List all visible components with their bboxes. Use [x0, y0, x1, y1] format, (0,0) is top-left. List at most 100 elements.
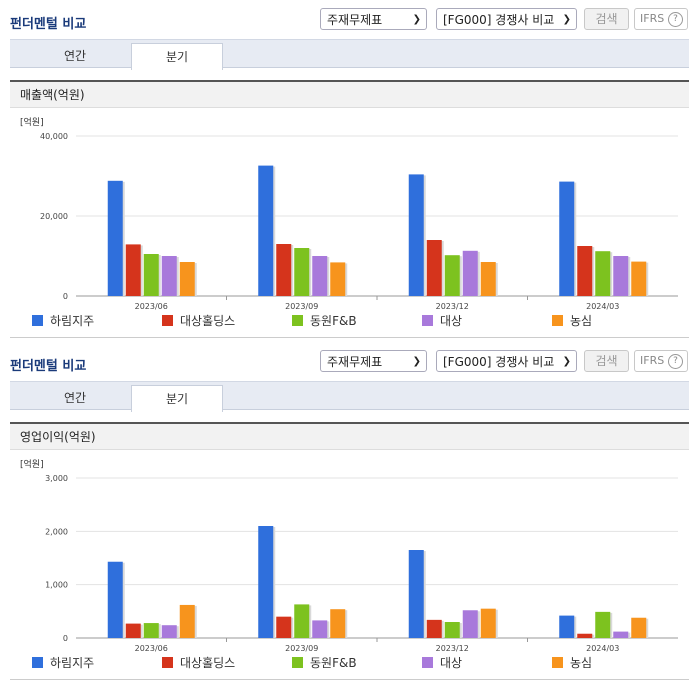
- bar: [462, 250, 478, 296]
- legend-swatch: [422, 315, 433, 326]
- chart-subheader: 영업이익(억원): [10, 422, 689, 450]
- help-icon: ?: [668, 12, 683, 27]
- bar: [179, 262, 195, 296]
- y-tick-label: 2,000: [45, 527, 68, 536]
- statement-select[interactable]: 주재무제표 ❯: [320, 350, 427, 372]
- legend-label: 대상: [440, 656, 463, 670]
- search-button[interactable]: 검색: [584, 8, 629, 30]
- bar: [258, 526, 274, 638]
- bar: [312, 620, 328, 638]
- bar: [613, 631, 629, 638]
- x-tick-label: 2023/09: [285, 302, 318, 310]
- bar: [426, 240, 442, 296]
- bar: [294, 248, 310, 296]
- bar: [330, 262, 346, 296]
- legend-label: 동원F&B: [310, 314, 357, 328]
- panel-sales: 펀더멘털 비교 주재무제표 ❯ [FG000] 경쟁사 비교 ❯ 검색 IFRS…: [10, 8, 689, 338]
- peer-select[interactable]: [FG000] 경쟁사 비교 ❯: [436, 350, 577, 372]
- tab-annual[interactable]: 연간: [63, 391, 87, 405]
- y-tick-label: 0: [63, 634, 68, 643]
- statement-select-value: 주재무제표: [327, 13, 383, 27]
- chart-area: [억원] 0 1,000 2,000 3,000 2023/06 2023/09 2023/1…: [10, 452, 689, 652]
- legend-swatch: [162, 657, 173, 668]
- ifrs-label: IFRS: [640, 354, 665, 367]
- legend-label: 대상홀딩스: [180, 656, 236, 670]
- y-tick-label: 3,000: [45, 474, 68, 483]
- bar: [577, 633, 593, 638]
- bar: [408, 550, 424, 638]
- chart-subheader: 매출액(억원): [10, 80, 689, 108]
- operating-profit-chart: [억원] 0 1,000 2,000 3,000 2023/06 2023/09 2023/1…: [20, 458, 678, 652]
- bar: [426, 619, 442, 638]
- bar: [294, 604, 310, 638]
- sales-chart: [억원] 0 20,000 40,000 2023/06 2023/09 2023/12 20…: [20, 116, 678, 310]
- bar: [559, 181, 575, 296]
- bar: [276, 616, 292, 638]
- legend-swatch: [32, 657, 43, 668]
- bar: [408, 174, 424, 296]
- tab-quarterly[interactable]: 분기: [131, 43, 223, 70]
- bar: [107, 180, 123, 296]
- peer-select-value: [FG000] 경쟁사 비교: [443, 355, 555, 369]
- y-tick-label: 0: [63, 292, 68, 301]
- ifrs-label: IFRS: [640, 12, 665, 25]
- bar: [631, 617, 647, 638]
- x-tick-label: 2023/06: [135, 302, 168, 310]
- bar: [125, 244, 141, 296]
- bar: [107, 561, 123, 638]
- tab-quarterly[interactable]: 분기: [131, 385, 223, 412]
- x-tick-label: 2023/12: [436, 302, 469, 310]
- statement-select-value: 주재무제표: [327, 355, 383, 369]
- peer-select-value: [FG000] 경쟁사 비교: [443, 13, 555, 27]
- bar: [480, 608, 496, 638]
- bar: [179, 604, 195, 638]
- legend-label: 농심: [570, 656, 593, 670]
- ifrs-help-button[interactable]: IFRS ?: [634, 350, 688, 372]
- legend-swatch: [32, 315, 43, 326]
- x-tick-label: 2023/12: [436, 644, 469, 652]
- panel-title: 펀더멘털 비교: [10, 17, 87, 32]
- bar: [631, 261, 647, 296]
- peer-select[interactable]: [FG000] 경쟁사 비교 ❯: [436, 8, 577, 30]
- bar: [143, 623, 159, 638]
- bar: [258, 165, 274, 296]
- y-tick-label: 20,000: [40, 212, 68, 221]
- legend-label: 농심: [570, 314, 593, 328]
- ifrs-help-button[interactable]: IFRS ?: [634, 8, 688, 30]
- bar: [480, 262, 496, 296]
- bar: [161, 256, 177, 296]
- divider: [10, 679, 689, 680]
- unit-label: [억원]: [20, 116, 44, 128]
- search-button[interactable]: 검색: [584, 350, 629, 372]
- period-tabs: 연간 분기: [10, 39, 689, 70]
- divider: [10, 337, 689, 338]
- legend-label: 하림지주: [50, 656, 95, 670]
- chevron-down-icon: ❯: [562, 356, 571, 367]
- legend-label: 대상: [440, 314, 463, 328]
- help-icon: ?: [668, 354, 683, 369]
- statement-select[interactable]: 주재무제표 ❯: [320, 8, 427, 30]
- chart-legend: 하림지주 대상홀딩스 동원F&B 대상 농심: [22, 313, 672, 329]
- bar: [143, 254, 159, 296]
- legend-label: 동원F&B: [310, 656, 357, 670]
- chevron-down-icon: ❯: [412, 356, 421, 367]
- bar: [330, 609, 346, 638]
- x-tick-label: 2024/03: [586, 644, 619, 652]
- bar: [559, 615, 575, 638]
- bar: [444, 622, 460, 638]
- chart-legend: 하림지주 대상홀딩스 동원F&B 대상 농심: [22, 655, 672, 671]
- bar: [444, 255, 460, 296]
- legend-swatch: [292, 315, 303, 326]
- tab-annual[interactable]: 연간: [63, 49, 87, 63]
- chevron-down-icon: ❯: [562, 14, 571, 25]
- period-tabs: 연간 분기: [10, 381, 689, 412]
- legend-label: 하림지주: [50, 314, 95, 328]
- chevron-down-icon: ❯: [412, 14, 421, 25]
- bar: [577, 246, 593, 296]
- bar: [312, 256, 328, 296]
- x-tick-label: 2023/06: [135, 644, 168, 652]
- bar: [595, 251, 611, 296]
- legend-swatch: [552, 315, 563, 326]
- panel-operating-profit: 펀더멘털 비교 주재무제표 ❯ [FG000] 경쟁사 비교 ❯ 검색 IFRS…: [0, 342, 696, 684]
- y-tick-label: 1,000: [45, 581, 68, 590]
